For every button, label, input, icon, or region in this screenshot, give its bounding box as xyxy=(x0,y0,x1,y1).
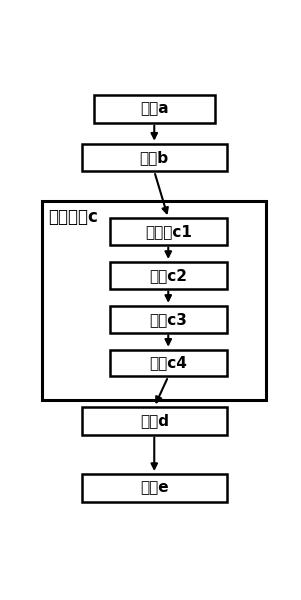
Text: 保压c4: 保压c4 xyxy=(149,356,187,371)
Text: 冲辽d: 冲辽d xyxy=(140,413,169,428)
Bar xyxy=(94,95,215,123)
Bar xyxy=(82,474,227,502)
Bar xyxy=(110,350,227,376)
Bar xyxy=(42,202,266,400)
Text: 注塑成型c: 注塑成型c xyxy=(48,208,98,226)
Bar xyxy=(82,143,227,172)
Text: 放垫布c1: 放垫布c1 xyxy=(145,224,192,239)
Bar xyxy=(110,306,227,332)
Text: 配料a: 配料a xyxy=(140,101,169,116)
Text: 加料c2: 加料c2 xyxy=(149,268,187,283)
Bar xyxy=(110,262,227,289)
Text: 成型c3: 成型c3 xyxy=(149,311,187,326)
Bar xyxy=(110,218,227,245)
Text: 冲孔e: 冲孔e xyxy=(140,480,169,496)
Text: 冲布b: 冲布b xyxy=(140,150,169,165)
Bar xyxy=(82,407,227,434)
